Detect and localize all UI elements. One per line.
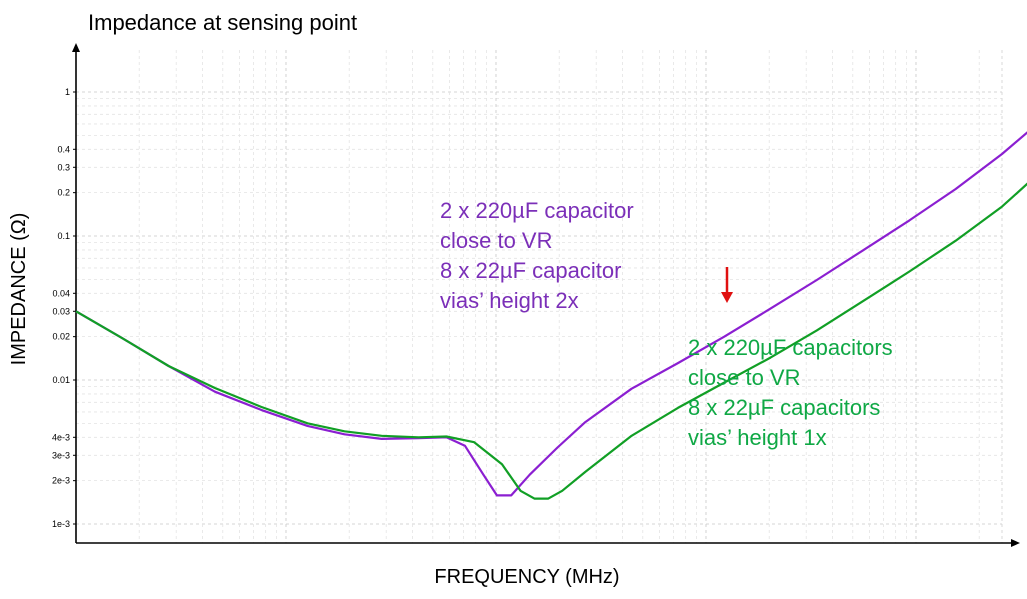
y-tick-label: 4e-3 — [52, 432, 70, 442]
y-tick-label: 0.4 — [57, 144, 70, 154]
x-axis-label: FREQUENCY (MHz) — [434, 566, 619, 588]
y-tick-label: 0.2 — [57, 188, 70, 198]
y-tick-label: 0.02 — [52, 332, 70, 342]
y-tick-label: 1 — [65, 87, 70, 97]
series-group — [75, 131, 1027, 500]
annotation-2x-line: close to VR — [440, 228, 553, 253]
series-line-1 — [75, 131, 1027, 497]
y-axis-label: IMPEDANCE (Ω) — [8, 213, 30, 366]
y-axis-arrow — [72, 43, 80, 52]
y-tick-label: 0.1 — [57, 231, 70, 241]
grid — [75, 50, 1003, 543]
y-tick-label: 2e-3 — [52, 476, 70, 486]
y-tick-label: 0.04 — [52, 288, 70, 298]
y-tick-label: 0.01 — [52, 375, 70, 385]
annotation-2x-line: vias’ height 2x — [440, 288, 579, 313]
y-tick-label: 3e-3 — [52, 450, 70, 460]
annotation-1x-line: 8 x 22µF capacitors — [688, 395, 880, 420]
annotation-1x: 2 x 220µF capacitors close to VR 8 x 22µ… — [688, 335, 893, 450]
difference-arrow-head — [721, 292, 733, 303]
chart-title: Impedance at sensing point — [88, 10, 357, 35]
y-tick-label: 0.3 — [57, 162, 70, 172]
annotation-1x-line: close to VR — [688, 365, 801, 390]
series-line-2 — [75, 182, 1027, 500]
y-tick-label: 1e-3 — [52, 519, 70, 529]
annotation-2x-line: 2 x 220µF capacitor — [440, 198, 634, 223]
y-tick-labels: 1 0.4 0.3 0.2 0.1 0.04 0.03 0.02 0.01 4e-3 3e-3 2e-… — [52, 87, 76, 529]
annotation-1x-line: 2 x 220µF capacitors — [688, 335, 893, 360]
annotation-1x-line: vias’ height 1x — [688, 425, 827, 450]
x-axis-arrow — [1011, 539, 1020, 547]
y-tick-label: 0.03 — [52, 306, 70, 316]
annotation-2x-line: 8 x 22µF capacitor — [440, 258, 621, 283]
annotation-2x: 2 x 220µF capacitor close to VR 8 x 22µF… — [440, 198, 634, 313]
